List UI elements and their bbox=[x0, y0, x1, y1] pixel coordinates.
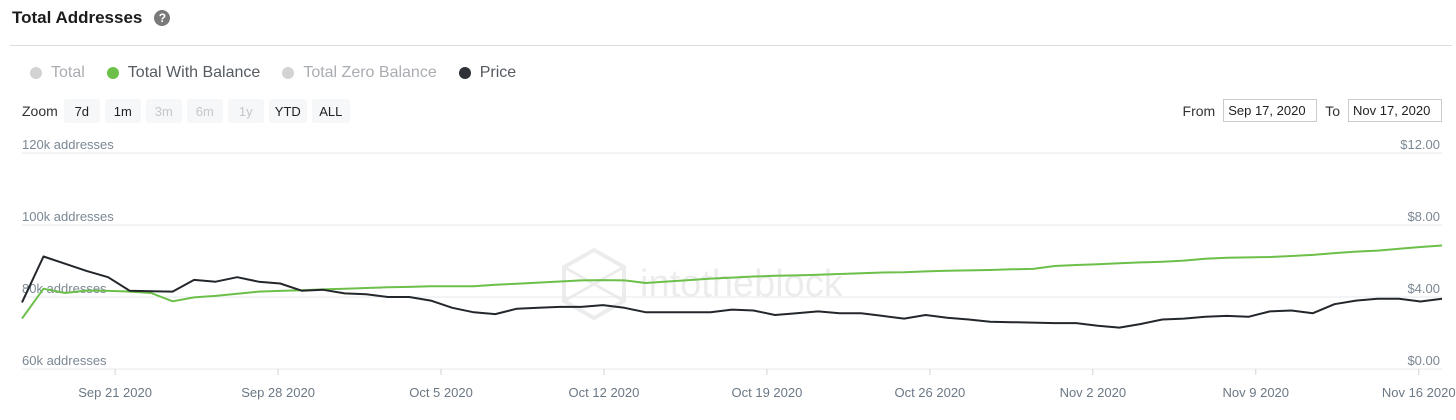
legend-item-total-zero-balance[interactable]: Total Zero Balance bbox=[282, 64, 437, 82]
y-right-tick-label: $0.00 bbox=[1407, 353, 1440, 368]
to-label: To bbox=[1325, 102, 1340, 119]
zoom-all-button[interactable]: ALL bbox=[311, 99, 350, 123]
y-left-tick-label: 60k addresses bbox=[22, 353, 107, 368]
y-right-tick-label: $12.00 bbox=[1400, 140, 1440, 152]
legend-marker-total-with-balance bbox=[106, 67, 119, 79]
series-line-total-with-balance bbox=[21, 244, 1443, 320]
chart-header: Total Addresses ? bbox=[12, 8, 171, 28]
header-divider bbox=[10, 45, 1452, 46]
x-tick-label: Oct 19 2020 bbox=[732, 385, 803, 400]
y-left-tick-label: 100k addresses bbox=[22, 209, 114, 224]
y-left-tick-label: 120k addresses bbox=[22, 140, 114, 152]
to-date-input[interactable] bbox=[1348, 99, 1442, 122]
x-tick-label: Nov 9 2020 bbox=[1223, 385, 1290, 400]
legend-label-price: Price bbox=[479, 64, 517, 81]
y-right-tick-label: $8.00 bbox=[1407, 209, 1440, 224]
legend-marker-total bbox=[30, 67, 42, 79]
zoom-1m-button[interactable]: 1m bbox=[104, 99, 141, 123]
x-tick-label: Sep 21 2020 bbox=[78, 385, 152, 400]
zoom-6m-button[interactable]: 6m bbox=[186, 99, 223, 123]
legend-item-total-with-balance[interactable]: Total With Balance bbox=[106, 64, 261, 82]
legend-label-total-with-balance: Total With Balance bbox=[127, 64, 261, 81]
y-right-tick-label: $4.00 bbox=[1407, 281, 1440, 296]
chart-title: Total Addresses bbox=[12, 8, 143, 27]
chart-svg: intotheblock 60k addresses $0.00 80k addre… bbox=[21, 140, 1456, 400]
x-tick-label: Oct 26 2020 bbox=[894, 385, 965, 400]
legend-marker-total-zero-balance bbox=[282, 67, 295, 79]
watermark: intotheblock bbox=[562, 247, 844, 321]
chart-legend: Total Total With Balance Total Zero Bala… bbox=[30, 64, 538, 82]
from-date-input[interactable] bbox=[1223, 99, 1318, 122]
date-range: From To bbox=[1175, 99, 1442, 122]
x-tick-label: Sep 28 2020 bbox=[241, 385, 315, 400]
help-icon[interactable]: ? bbox=[154, 10, 171, 26]
zoom-3m-button[interactable]: 3m bbox=[145, 99, 182, 123]
legend-item-price[interactable]: Price bbox=[458, 64, 517, 82]
legend-item-total[interactable]: Total bbox=[30, 64, 85, 82]
x-tick-label: Oct 12 2020 bbox=[569, 385, 640, 400]
zoom-7d-button[interactable]: 7d bbox=[63, 99, 100, 123]
zoom-label: Zoom bbox=[22, 103, 58, 119]
x-tick-label: Nov 16 2020 bbox=[1382, 385, 1456, 400]
x-tick-label: Oct 5 2020 bbox=[409, 385, 473, 400]
y-left-tick-label: 80k addresses bbox=[22, 281, 107, 296]
series-line-price bbox=[21, 255, 1443, 329]
x-tick-label: Nov 2 2020 bbox=[1060, 385, 1127, 400]
zoom-controls: Zoom 7d 1m 3m 6m 1y YTD ALL bbox=[22, 99, 355, 123]
watermark-text: intotheblock bbox=[640, 263, 844, 305]
from-label: From bbox=[1182, 102, 1216, 119]
legend-label-total-zero-balance: Total Zero Balance bbox=[303, 64, 437, 81]
zoom-1y-button[interactable]: 1y bbox=[227, 99, 264, 123]
legend-label-total: Total bbox=[51, 64, 85, 81]
legend-marker-price bbox=[458, 67, 471, 79]
zoom-ytd-button[interactable]: YTD bbox=[268, 99, 307, 123]
